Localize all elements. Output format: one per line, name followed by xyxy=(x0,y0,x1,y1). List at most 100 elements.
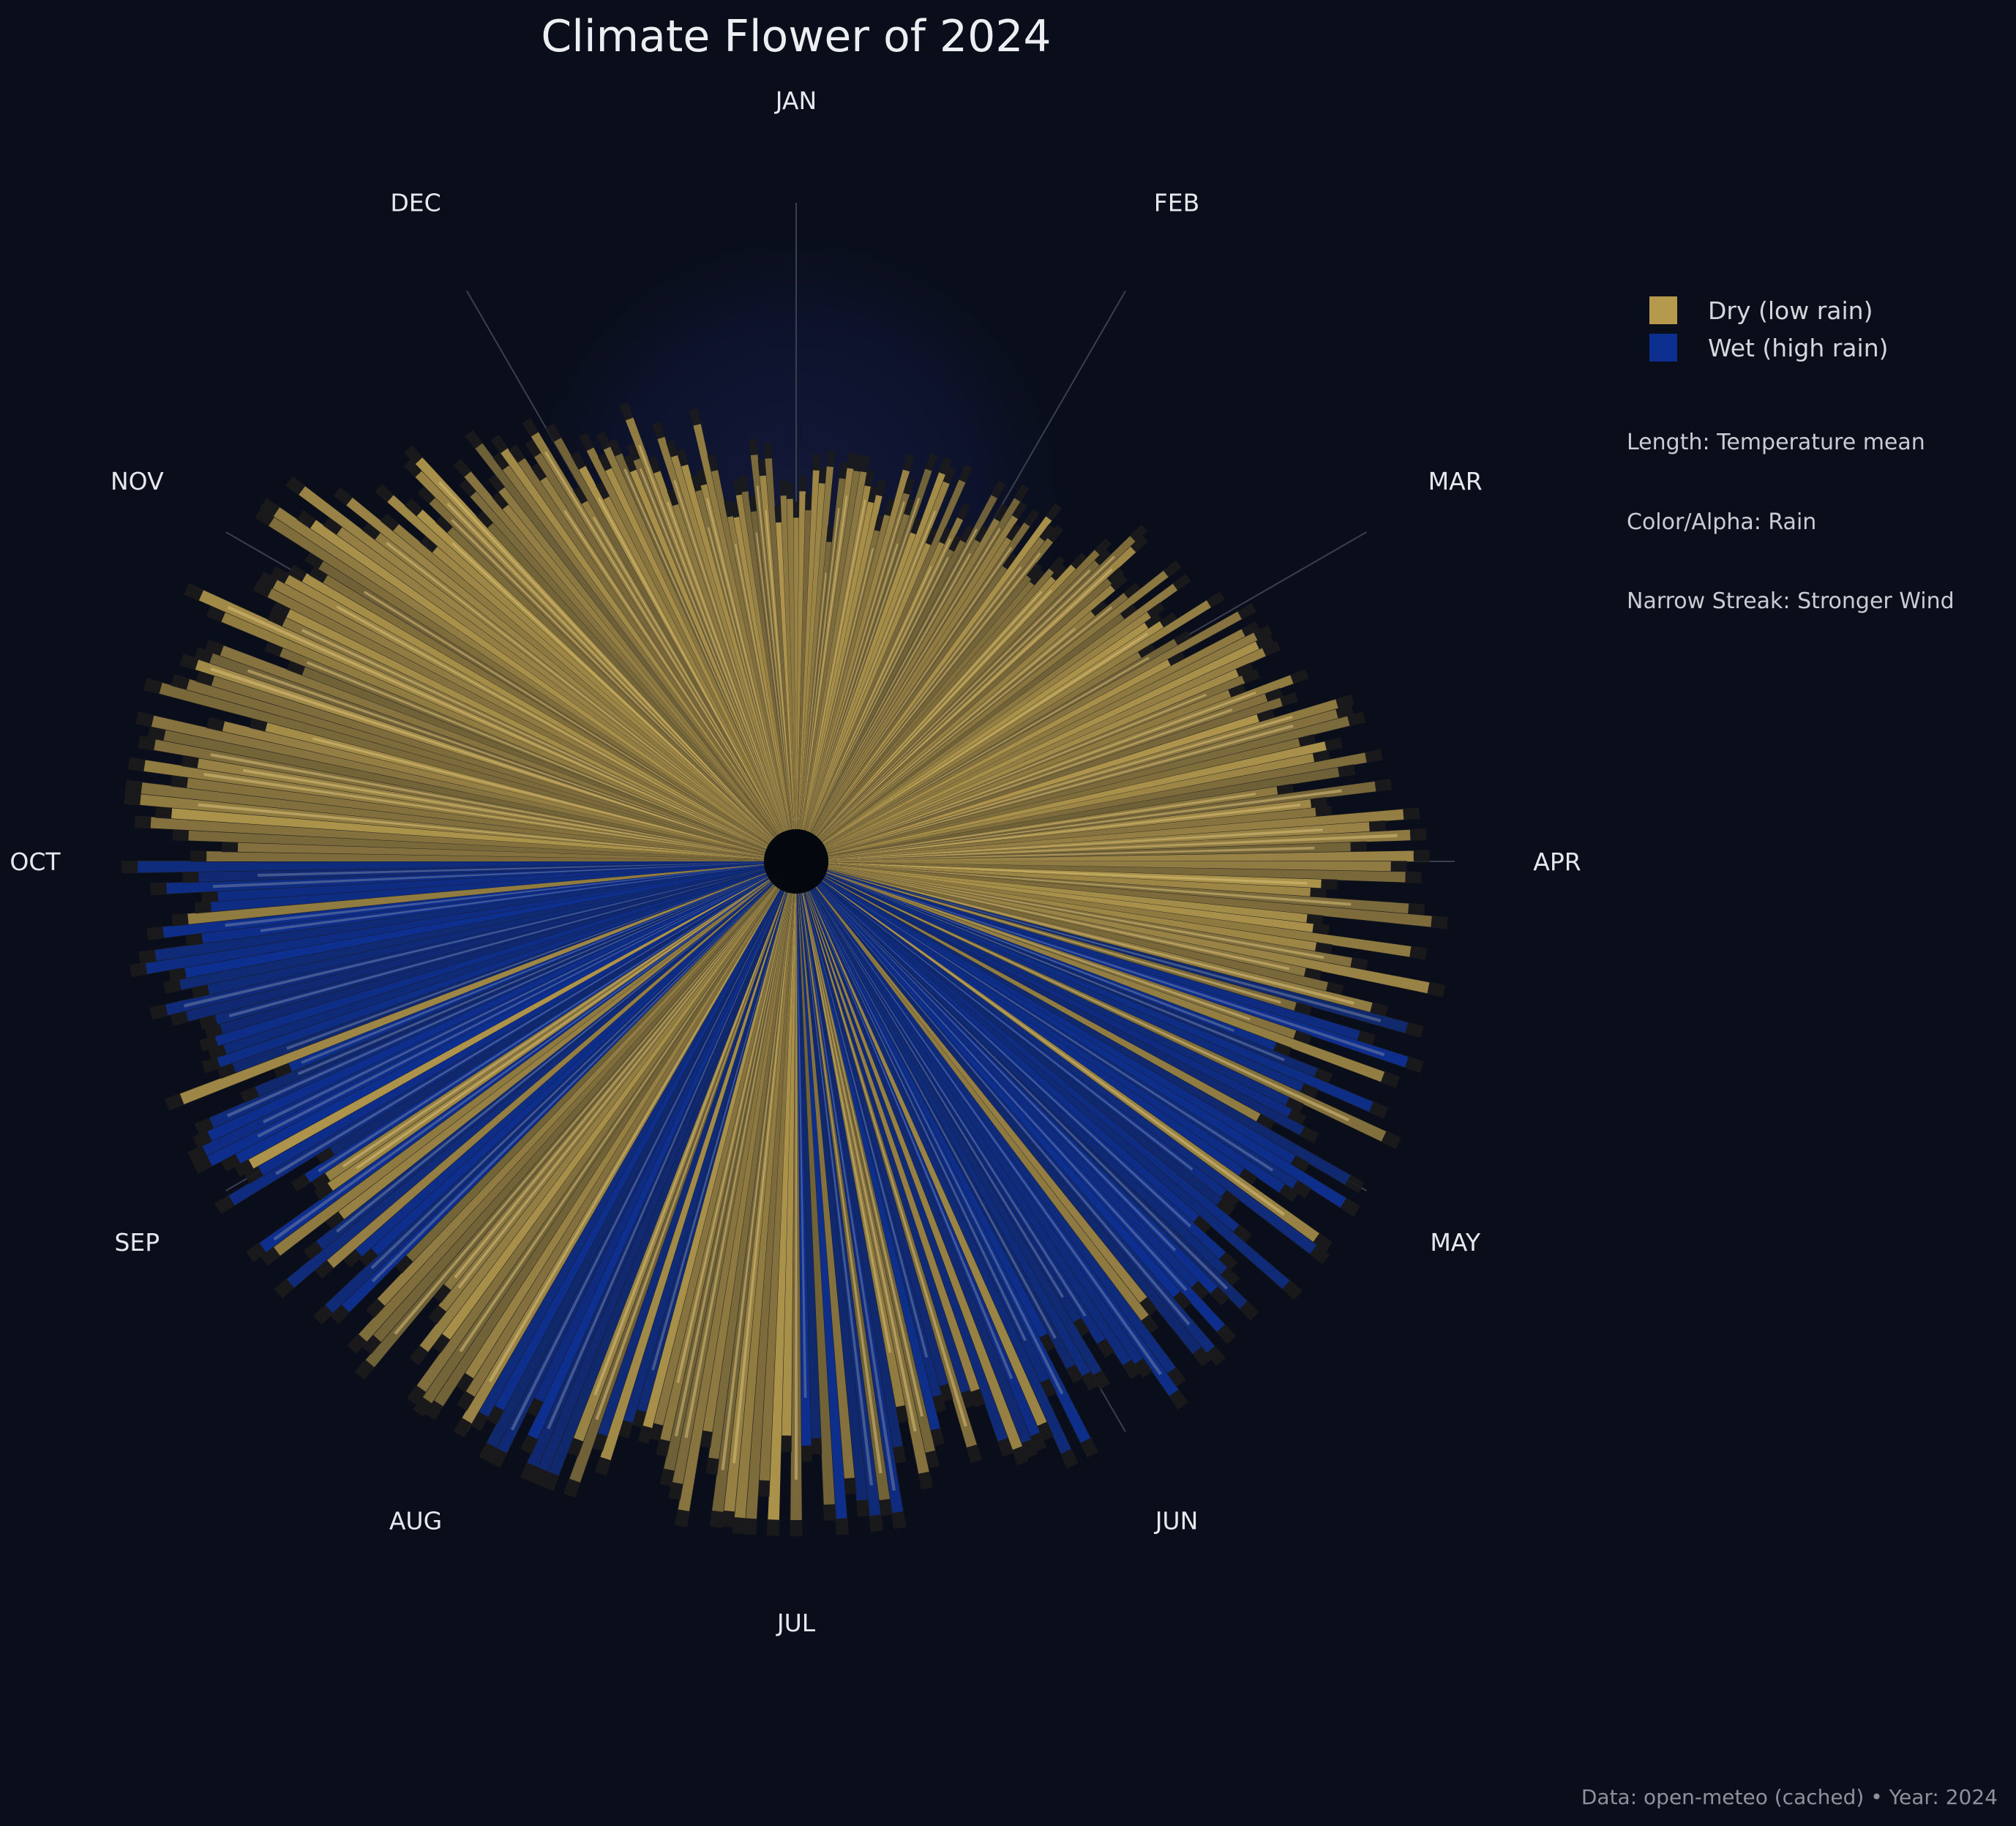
bar-day xyxy=(465,888,780,1397)
bar-day xyxy=(801,471,867,830)
wind-streak xyxy=(822,880,1286,1216)
bar-day xyxy=(301,573,769,846)
month-labels: JAN FEB MAR APR MAY JUN JUL AUG SEP OCT NOV DEC xyxy=(10,86,1581,1637)
month-label-feb: FEB xyxy=(1154,188,1199,217)
wind-streak xyxy=(803,892,924,1417)
bar-day xyxy=(826,697,1283,852)
wind-streak xyxy=(454,886,776,1279)
month-label-mar: MAR xyxy=(1428,467,1483,495)
bar-day xyxy=(479,889,781,1417)
bar-day xyxy=(808,542,932,832)
bar-day xyxy=(827,869,1409,1033)
month-label-nov: NOV xyxy=(110,467,164,495)
bar-day xyxy=(633,458,785,832)
wind-streak xyxy=(673,479,787,831)
bar-day xyxy=(207,868,765,995)
month-label-sep: SEP xyxy=(114,1228,160,1257)
bar-day xyxy=(470,491,776,838)
wind-streak xyxy=(451,542,773,840)
bar-day xyxy=(818,550,1101,839)
bar-day xyxy=(822,879,1245,1176)
bar-day xyxy=(387,495,773,840)
bar-day xyxy=(329,878,769,1156)
wind-streak xyxy=(312,737,765,854)
wind-streak xyxy=(828,846,1315,861)
wind-streak xyxy=(805,501,905,831)
wind-streak xyxy=(674,893,790,1437)
bar-day xyxy=(765,458,795,830)
bar-day xyxy=(299,486,771,842)
wind-streak xyxy=(356,880,770,1170)
bar-day xyxy=(447,526,773,839)
bar-day xyxy=(803,892,940,1431)
bar-day xyxy=(267,588,768,847)
bar-day xyxy=(820,881,1240,1232)
bar-day xyxy=(827,869,1373,1013)
wind-streak xyxy=(676,892,790,1383)
bar-day xyxy=(462,888,780,1423)
bar-day xyxy=(282,617,768,848)
bar-day xyxy=(820,585,1115,841)
bar-day xyxy=(825,873,1318,1077)
bar-day xyxy=(284,575,768,846)
wind-streak xyxy=(825,872,1234,1032)
wind-streak xyxy=(257,875,768,1138)
bar-day xyxy=(802,892,929,1474)
bar-day xyxy=(826,872,1297,1039)
bar-day xyxy=(823,878,1296,1164)
bar-day xyxy=(816,575,1032,837)
bar-day xyxy=(807,481,950,832)
bar-day xyxy=(825,875,1387,1142)
bar-day xyxy=(248,877,768,1169)
bar-day xyxy=(817,568,1054,838)
bar-day xyxy=(162,864,765,938)
bar-day xyxy=(826,870,1360,1041)
bar-day xyxy=(337,526,771,843)
bar-day xyxy=(286,881,772,1288)
bar-day xyxy=(209,653,766,851)
wind-streak xyxy=(707,527,788,831)
wind-streak xyxy=(273,880,771,1241)
bar-day xyxy=(822,583,1178,843)
wind-streak xyxy=(810,556,949,833)
wind-streak xyxy=(814,547,1013,835)
bar-day xyxy=(825,648,1266,849)
wind-streak xyxy=(827,869,1354,1005)
month-label-oct: OCT xyxy=(10,847,61,876)
bar-day xyxy=(821,570,1169,842)
chart-title: Climate Flower of 2024 xyxy=(541,11,1051,62)
bar-day xyxy=(377,884,775,1306)
bar-day xyxy=(465,888,779,1379)
wind-streak xyxy=(364,591,769,845)
bar-day xyxy=(269,517,770,845)
bar-day xyxy=(821,880,1317,1254)
bar-day xyxy=(494,889,782,1411)
bar-day xyxy=(222,721,765,855)
wind-streak xyxy=(812,553,972,834)
wind-streak xyxy=(446,502,774,839)
bar-day xyxy=(828,829,1411,861)
month-label-jun: JUN xyxy=(1154,1507,1199,1535)
wind-streak xyxy=(803,547,874,831)
bar-day xyxy=(825,641,1259,848)
bar-day xyxy=(228,878,769,1205)
bar-day xyxy=(812,888,1082,1323)
wind-streak xyxy=(721,893,792,1470)
bar-day xyxy=(154,866,765,962)
wind-streak xyxy=(210,753,765,856)
bar-day xyxy=(310,520,771,844)
bar-day xyxy=(371,883,773,1256)
bar-day xyxy=(501,448,778,836)
bar-day xyxy=(826,871,1409,1068)
bar-day xyxy=(653,471,786,831)
wind-streak xyxy=(817,886,1191,1326)
bar-day xyxy=(825,875,1290,1107)
wind-streak xyxy=(488,888,780,1382)
bar-day xyxy=(821,613,1125,842)
legend-swatch-wet xyxy=(1649,334,1677,362)
bar-day xyxy=(207,875,768,1142)
bar-day xyxy=(733,517,791,830)
bar-day xyxy=(828,822,1370,860)
bar-day xyxy=(826,675,1294,851)
